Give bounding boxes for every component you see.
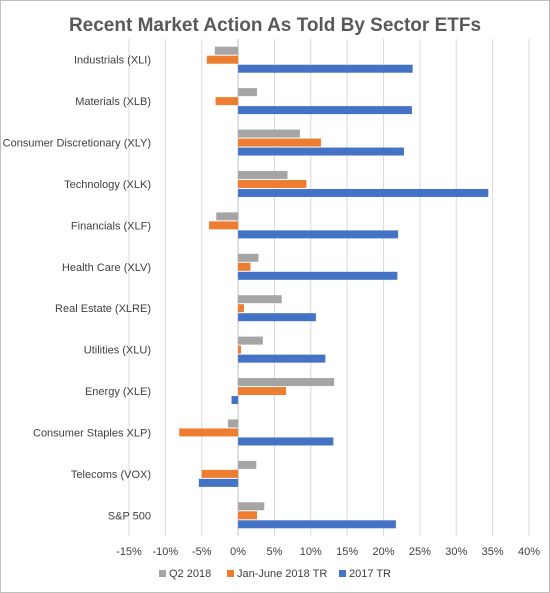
x-tick-label: 5% [267,546,283,558]
category-label: Consumer Staples XLP) [33,427,151,439]
chart-title: Recent Market Action As Told By Sector E… [69,15,481,36]
bar-jan-june-2018-tr [238,262,251,271]
category-label: Financials (XLF) [71,220,151,232]
bar-jan-june-2018-tr [215,97,239,106]
bar-q2-2018 [238,170,288,179]
category-label: Utilities (XLU) [84,345,151,357]
category-label: Real Estate (XLRE) [55,303,151,315]
bar-jan-june-2018-tr [179,428,239,437]
x-tick-label: 25% [409,546,431,558]
bar-q2-2018 [238,253,259,262]
x-tick-label: 0% [230,546,246,558]
bar-jan-june-2018-tr [238,345,241,354]
bar-q2-2018 [227,419,239,428]
bar-2017-tr [238,64,413,73]
bar-jan-june-2018-tr [238,511,257,520]
bar-q2-2018 [238,88,257,97]
category-label: Energy (XLE) [85,386,151,398]
bar-q2-2018 [216,212,239,221]
gridlines [128,39,530,536]
x-tick-label: -10% [153,546,179,558]
bar-q2-2018 [214,46,239,55]
category-label: Materials (XLB) [75,96,151,108]
x-tick-label: 20% [373,546,395,558]
category-label: S&P 500 [108,510,151,522]
bar-q2-2018 [238,336,263,345]
bar-jan-june-2018-tr [238,138,321,147]
x-tick-label: -15% [116,546,142,558]
legend-swatch [159,570,166,577]
bar-q2-2018 [238,460,257,469]
bar-2017-tr [238,354,326,363]
bar-jan-june-2018-tr [206,55,239,64]
category-label: Industrials (XLI) [74,55,151,67]
bar-q2-2018 [238,129,300,138]
bar-q2-2018 [238,378,335,387]
category-label: Technology (XLK) [64,179,151,191]
category-label: Telecoms (VOX) [71,469,151,481]
bar-2017-tr [231,396,239,405]
category-label: Health Care (XLV) [62,262,151,274]
bar-2017-tr [238,106,412,115]
bar-2017-tr [238,147,404,156]
legend-swatch [339,570,346,577]
legend: Q2 2018 Jan-June 2018 TR 2017 TR [159,568,391,580]
legend-label: 2017 TR [349,568,391,580]
bar-2017-tr [238,188,489,197]
x-tick-label: -5% [192,546,212,558]
x-tick-label: 35% [482,546,504,558]
bar-q2-2018 [238,295,282,304]
x-tick-labels: -15% -10% -5% 0% 5% 10% 15% 20% 25% 30% 35% 40% [116,546,540,558]
category-labels: Industrials (XLI) Materials (XLB) Consumer… [3,55,151,523]
bar-2017-tr [238,313,316,322]
legend-swatch [227,570,234,577]
bar-2017-tr [238,437,334,446]
bars [179,46,489,529]
bar-jan-june-2018-tr [238,304,244,313]
x-tick-label: 40% [518,546,540,558]
bar-2017-tr [238,230,399,239]
bar-jan-june-2018-tr [209,221,239,230]
bar-jan-june-2018-tr [201,469,239,478]
x-tick-label: 15% [336,546,358,558]
bar-jan-june-2018-tr [238,387,287,396]
category-label: Consumer Discretionary (XLY) [3,138,151,150]
x-tick-label: 10% [300,546,322,558]
bar-q2-2018 [238,502,265,511]
legend-label: Q2 2018 [169,568,211,580]
bar-2017-tr [238,271,398,280]
legend-label: Jan-June 2018 TR [237,568,327,580]
bar-2017-tr [198,478,239,487]
bar-jan-june-2018-tr [238,179,307,188]
x-tick-label: 30% [445,546,467,558]
bar-2017-tr [238,520,396,529]
